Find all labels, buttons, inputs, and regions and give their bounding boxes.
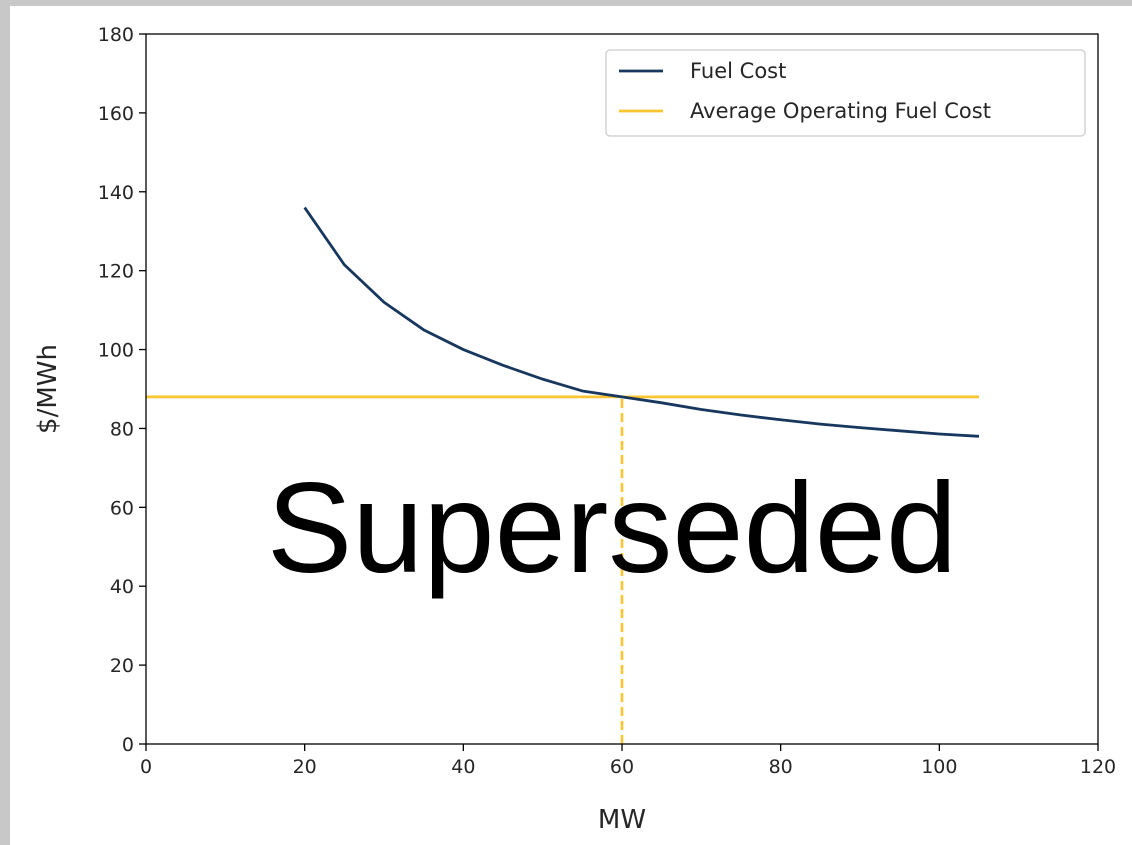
- fuel-cost-chart: 0 20 40 60 80 100 120020406080100120140160180 …: [33, 24, 1116, 835]
- legend-entry-label: Fuel Cost: [690, 59, 786, 83]
- legend: Fuel Cost Average Operating Fuel Cost: [605, 49, 1086, 137]
- series-line-fuel-cost: [303, 206, 980, 438]
- watermark-text: Superseded: [267, 457, 957, 600]
- x-tick-label: 120: [1080, 756, 1116, 778]
- x-axis-label: MW: [598, 805, 646, 835]
- y-tick-label: 60: [110, 497, 134, 519]
- y-tick-label: 100: [98, 340, 134, 362]
- y-tick-label: 40: [110, 576, 134, 598]
- legend-box: [605, 49, 1086, 137]
- x-tick-label: 60: [610, 756, 634, 778]
- x-tick-label: 20: [293, 756, 317, 778]
- x-tick-label: 100: [921, 756, 957, 778]
- legend-entry-label: Average Operating Fuel Cost: [690, 99, 991, 123]
- x-tick-label: 80: [769, 756, 793, 778]
- y-tick-label: 120: [98, 261, 134, 283]
- y-tick-label: 140: [98, 182, 134, 204]
- x-tick-label: 0: [140, 756, 152, 778]
- y-tick-label: 160: [98, 103, 134, 125]
- x-tick-label: 40: [451, 756, 475, 778]
- y-axis-label: $/MWh: [33, 344, 63, 434]
- y-tick-label: 80: [110, 418, 134, 440]
- y-tick-label: 20: [110, 655, 134, 677]
- y-tick-label: 180: [98, 24, 134, 46]
- y-tick-label: 0: [122, 734, 134, 756]
- figure: 0 20 40 60 80 100 120 0 20 40 60 80 100 120 140 160 180 …: [10, 6, 1132, 845]
